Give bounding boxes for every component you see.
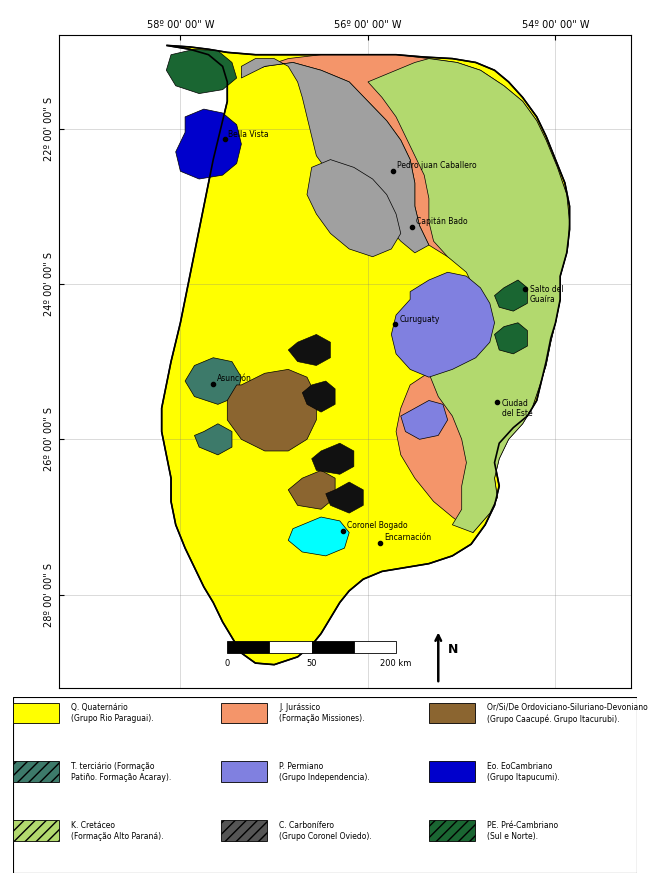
Text: Ciudad
del Este: Ciudad del Este — [502, 399, 532, 418]
Polygon shape — [326, 482, 363, 513]
Polygon shape — [495, 280, 527, 311]
Polygon shape — [368, 58, 569, 533]
Bar — [221, 761, 266, 782]
Bar — [270, 641, 312, 653]
Bar — [221, 703, 266, 723]
Polygon shape — [307, 160, 401, 257]
Bar — [227, 641, 270, 653]
Polygon shape — [241, 58, 429, 253]
Bar — [429, 820, 474, 841]
Text: Bella Vista: Bella Vista — [228, 130, 269, 138]
Text: J. Jurássico
(Formação Missiones).: J. Jurássico (Formação Missiones). — [280, 703, 365, 723]
Polygon shape — [288, 517, 349, 556]
Polygon shape — [227, 370, 317, 451]
Text: 50: 50 — [306, 659, 317, 669]
Polygon shape — [176, 109, 241, 179]
Polygon shape — [166, 49, 237, 93]
Bar — [13, 703, 58, 723]
Bar — [354, 641, 396, 653]
Polygon shape — [401, 400, 448, 439]
Text: 0: 0 — [225, 659, 230, 669]
Bar — [429, 761, 474, 782]
Polygon shape — [194, 423, 232, 455]
Polygon shape — [288, 470, 335, 509]
Bar — [429, 703, 474, 723]
Polygon shape — [241, 55, 569, 533]
Text: Eo. EoCambriano
(Grupo Itapucumi).: Eo. EoCambriano (Grupo Itapucumi). — [488, 762, 560, 782]
Bar — [13, 761, 58, 782]
Polygon shape — [288, 334, 330, 365]
Polygon shape — [495, 323, 527, 354]
Text: P. Permiano
(Grupo Independencia).: P. Permiano (Grupo Independencia). — [280, 762, 370, 782]
Text: Coronel Bogado: Coronel Bogado — [347, 521, 408, 530]
Text: Encarnación: Encarnación — [384, 533, 432, 542]
Text: Or/Si/De Ordoviciano-Siluriano-Devoniano
(Grupo Caacupé. Grupo Itacurubi).: Or/Si/De Ordoviciano-Siluriano-Devoniano… — [488, 703, 648, 723]
Polygon shape — [302, 381, 335, 412]
Polygon shape — [162, 45, 569, 665]
Bar — [13, 820, 58, 841]
Polygon shape — [391, 273, 495, 377]
Bar — [221, 820, 266, 841]
Polygon shape — [185, 358, 241, 404]
Text: Salto del
Guaíra: Salto del Guaíra — [530, 285, 564, 304]
Text: N: N — [448, 643, 458, 655]
Text: PE. Pré-Cambriano
(Sul e Norte).: PE. Pré-Cambriano (Sul e Norte). — [488, 821, 558, 841]
Text: K. Cretáceo
(Formação Alto Paraná).: K. Cretáceo (Formação Alto Paraná). — [72, 821, 164, 841]
Text: Curuguaty: Curuguaty — [399, 315, 439, 324]
Bar — [312, 641, 354, 653]
Text: 200 km: 200 km — [380, 659, 411, 669]
Text: Asunción: Asunción — [217, 374, 252, 384]
Text: Capitán Bado: Capitán Bado — [416, 218, 468, 227]
Text: Q. Quaternário
(Grupo Rio Paraguai).: Q. Quaternário (Grupo Rio Paraguai). — [72, 703, 154, 723]
Text: Pedro juan Caballero: Pedro juan Caballero — [397, 161, 477, 170]
Text: C. Carbonífero
(Grupo Coronel Oviedo).: C. Carbonífero (Grupo Coronel Oviedo). — [280, 821, 372, 841]
Polygon shape — [312, 443, 354, 475]
Text: T. terciário (Formação
Patiño. Formação Acaray).: T. terciário (Formação Patiño. Formação … — [72, 762, 172, 782]
